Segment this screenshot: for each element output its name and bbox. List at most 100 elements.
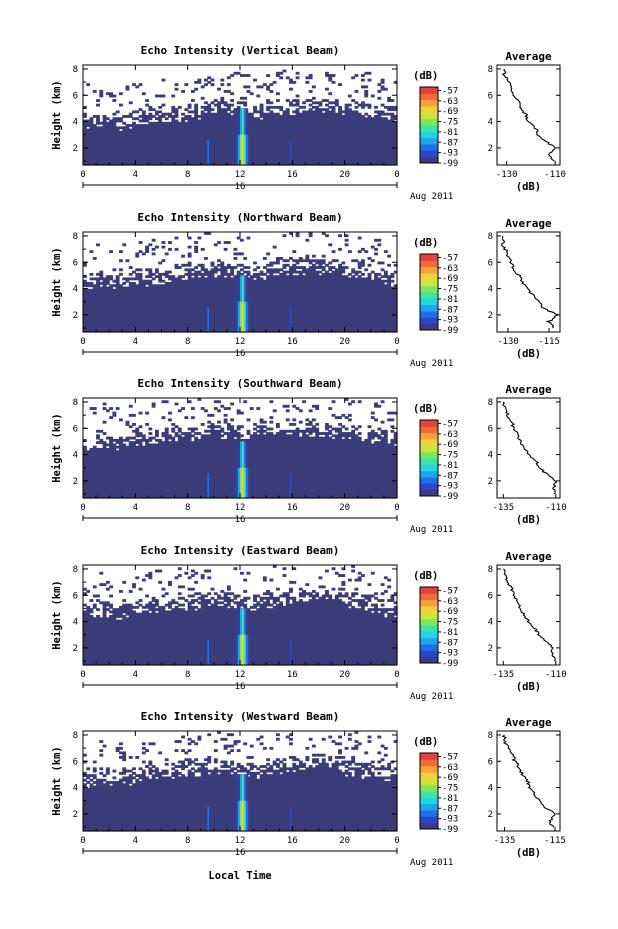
echo-cell bbox=[289, 137, 293, 141]
echo-cell bbox=[318, 307, 323, 310]
echo-cell bbox=[292, 277, 297, 281]
echo-cell bbox=[331, 119, 336, 123]
echo-cell bbox=[177, 135, 182, 139]
echo-cell bbox=[344, 275, 349, 279]
echo-cell bbox=[164, 284, 169, 288]
echo-cell bbox=[374, 149, 378, 152]
echo-cell bbox=[266, 155, 271, 159]
echo-cell bbox=[321, 232, 326, 235]
echo-cell bbox=[171, 297, 176, 301]
echo-cell bbox=[141, 320, 146, 324]
echo-cell bbox=[210, 291, 215, 294]
echo-cell bbox=[383, 133, 388, 137]
echo-cell bbox=[387, 149, 392, 152]
echo-cell bbox=[387, 162, 392, 166]
echo-cell bbox=[194, 124, 199, 127]
echo-cell bbox=[86, 300, 91, 304]
echo-cell bbox=[308, 284, 313, 288]
echo-cell bbox=[347, 121, 352, 125]
echo-cell bbox=[367, 295, 372, 299]
echo-cell bbox=[145, 295, 150, 299]
echo-cell bbox=[338, 313, 342, 317]
echo-cell bbox=[86, 121, 91, 125]
echo-cell bbox=[89, 322, 94, 326]
echo-cell bbox=[223, 247, 228, 251]
echo-cell bbox=[92, 291, 97, 294]
echo-cell bbox=[361, 135, 365, 139]
echo-cell bbox=[132, 300, 136, 304]
echo-cell bbox=[83, 115, 87, 118]
echo-cell bbox=[197, 263, 202, 267]
echo-cell bbox=[112, 144, 117, 148]
echo-cell bbox=[325, 128, 329, 132]
echo-cell bbox=[145, 137, 150, 141]
echo-cell bbox=[262, 160, 267, 164]
echo-cell bbox=[302, 327, 307, 331]
echo-cell bbox=[190, 313, 195, 317]
echo-cell bbox=[158, 329, 163, 333]
echo-cell bbox=[210, 297, 215, 301]
echo-cell bbox=[377, 96, 382, 100]
echo-cell bbox=[174, 135, 179, 139]
echo-cell bbox=[275, 162, 280, 166]
echo-cell bbox=[311, 291, 316, 294]
echo-cell bbox=[158, 153, 163, 157]
echo-cell bbox=[86, 128, 91, 132]
echo-cell bbox=[351, 284, 356, 288]
echo-cell bbox=[269, 327, 274, 331]
echo-cell bbox=[217, 121, 221, 125]
echo-cell bbox=[204, 327, 208, 331]
echo-cell bbox=[102, 155, 107, 159]
echo-cell bbox=[331, 112, 336, 116]
echo-cell bbox=[115, 117, 120, 121]
echo-cell bbox=[361, 247, 365, 251]
echo-cell bbox=[118, 144, 123, 148]
echo-cell bbox=[259, 313, 264, 317]
echo-cell bbox=[334, 327, 339, 331]
echo-cell bbox=[217, 277, 221, 281]
echo-cell bbox=[177, 153, 182, 157]
echo-cell bbox=[354, 142, 359, 146]
echo-cell bbox=[321, 119, 326, 123]
echo-cell bbox=[272, 286, 277, 290]
echo-cell bbox=[361, 160, 365, 164]
echo-cell bbox=[187, 162, 192, 166]
echo-cell bbox=[298, 322, 303, 326]
echo-cell bbox=[233, 266, 238, 269]
echo-cell bbox=[190, 155, 195, 159]
echo-cell bbox=[338, 307, 342, 310]
echo-cell bbox=[96, 160, 100, 164]
echo-cell bbox=[92, 160, 97, 164]
echo-cell bbox=[325, 155, 329, 159]
echo-cell bbox=[128, 135, 133, 139]
echo-cell bbox=[361, 115, 365, 118]
echo-cell bbox=[347, 279, 352, 283]
echo-cell bbox=[204, 119, 208, 123]
echo-cell bbox=[262, 311, 267, 315]
echo-cell bbox=[128, 266, 133, 269]
echo-cell bbox=[298, 286, 303, 290]
echo-cell bbox=[292, 103, 297, 107]
echo-cell bbox=[298, 160, 303, 164]
echo-cell bbox=[331, 135, 336, 139]
echo-cell bbox=[325, 151, 329, 155]
echo-cell bbox=[338, 300, 342, 304]
echo-cell bbox=[174, 124, 179, 127]
echo-cell bbox=[230, 291, 235, 294]
echo-cell bbox=[194, 144, 199, 148]
echo-cell bbox=[302, 286, 307, 290]
echo-cell bbox=[230, 270, 235, 274]
echo-cell bbox=[109, 325, 114, 329]
echo-cell bbox=[102, 325, 107, 329]
echo-cell bbox=[187, 124, 192, 127]
echo-cell bbox=[311, 126, 316, 130]
echo-cell bbox=[151, 297, 156, 301]
echo-cell bbox=[380, 144, 385, 148]
echo-cell bbox=[89, 140, 94, 143]
colorbar-tick-label: -93 bbox=[442, 149, 458, 159]
echo-cell bbox=[347, 309, 352, 313]
echo-cell bbox=[161, 311, 166, 315]
echo-cell bbox=[298, 158, 303, 162]
echo-cell bbox=[223, 293, 228, 297]
echo-cell bbox=[249, 284, 254, 288]
